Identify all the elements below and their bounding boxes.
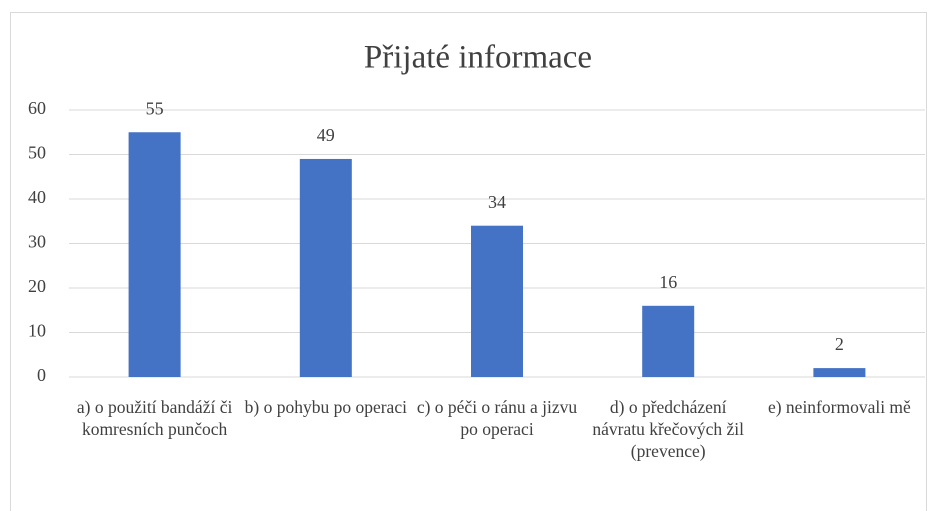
chart-title: Přijaté informace	[364, 40, 592, 76]
x-tick-label: a) o použití bandáží či komresních punčo…	[76, 397, 233, 439]
y-tick-label: 30	[28, 232, 46, 252]
data-label: 16	[659, 272, 677, 292]
x-tick-label: d) o předcházení návratu křečových žil (…	[592, 397, 744, 461]
y-tick-label: 60	[28, 98, 46, 118]
y-tick-label: 10	[28, 321, 46, 341]
bar	[128, 132, 181, 377]
y-tick-label: 50	[28, 143, 46, 163]
data-label: 34	[488, 192, 506, 212]
data-label: 2	[835, 334, 844, 354]
bar	[471, 225, 523, 377]
y-tick-label: 20	[28, 276, 46, 296]
bar	[299, 158, 352, 377]
x-tick-label: c) o péči o ránu a jizvu po operaci	[416, 397, 578, 439]
y-tick-label: 40	[28, 187, 46, 207]
bar	[813, 368, 866, 377]
bar	[642, 305, 695, 377]
x-tick-label: b) o pohybu po operaci	[244, 397, 407, 417]
data-label: 49	[317, 125, 335, 145]
x-tick-label: e) neinformovali mě	[767, 397, 911, 417]
y-tick-label: 0	[37, 365, 46, 385]
data-label: 55	[146, 98, 164, 118]
